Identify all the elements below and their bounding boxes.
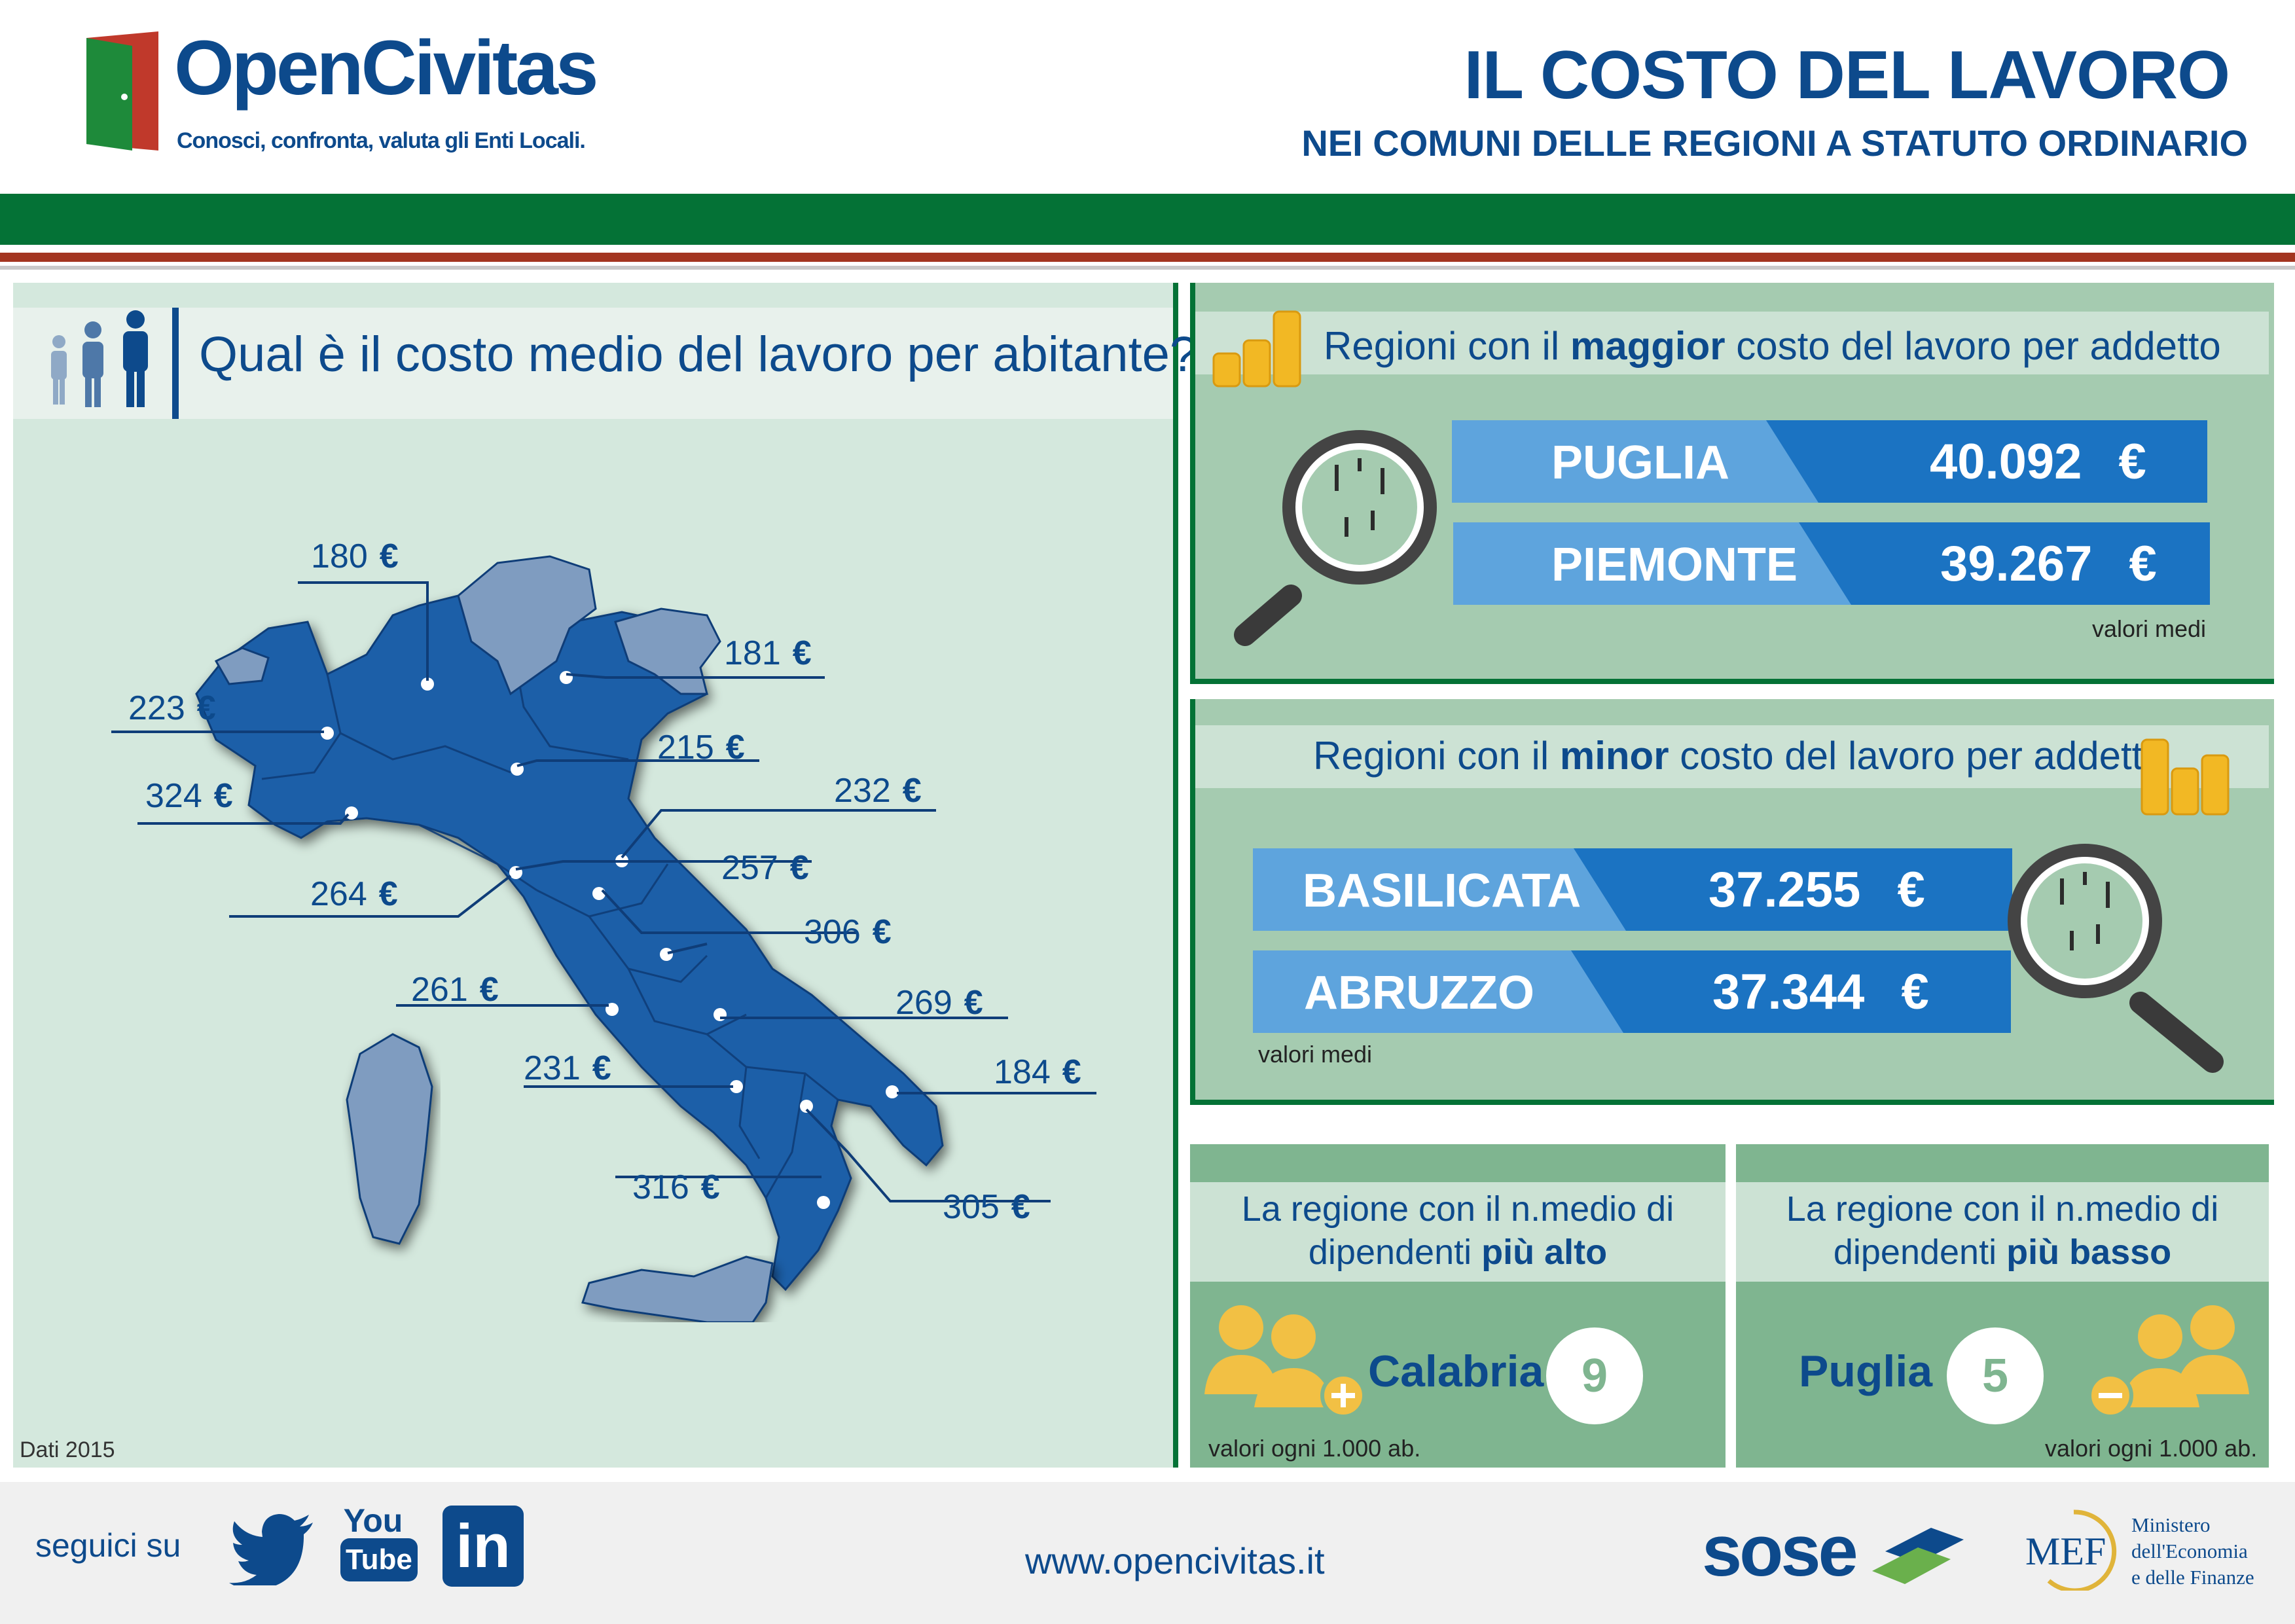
youtube-icon-you: You <box>343 1502 403 1539</box>
website-link[interactable]: www.opencivitas.it <box>1025 1540 1325 1581</box>
twitter-icon[interactable] <box>229 1513 314 1585</box>
coins-icon <box>1212 310 1301 388</box>
sose-mark-icon <box>1872 1528 1964 1584</box>
min-row-region: BASILICATA <box>1303 865 1581 917</box>
dot-puglia <box>886 1085 899 1098</box>
min-note: valori medi <box>1258 1041 1373 1068</box>
map-label-306: 306 € <box>804 913 892 951</box>
header-red-line <box>0 253 2295 262</box>
dot-calabria <box>817 1196 830 1209</box>
question-divider <box>172 308 179 419</box>
map-label-180: 180 € <box>311 537 399 575</box>
min-row-abruzzo: ABRUZZO 37.344 € <box>1253 950 2011 1033</box>
map-label-261: 261 € <box>411 971 499 1009</box>
max-row-puglia: PUGLIA 40.092 € <box>1452 420 2207 503</box>
logo-tagline: Conosci, confronta, valuta gli Enti Loca… <box>177 128 586 153</box>
dot-veneto <box>560 671 573 684</box>
max-row-region: PUGLIA <box>1551 437 1730 489</box>
max-cost-heading: Regioni con il maggior costo del lavoro … <box>1324 324 2221 368</box>
mef-abbr: MEF <box>2025 1530 2106 1573</box>
dot-campania <box>730 1080 743 1093</box>
source-note: Dati 2015 <box>20 1437 115 1462</box>
youtube-icon-tube: Tube <box>340 1538 418 1581</box>
map-label-269: 269 € <box>895 984 983 1022</box>
coins-icon <box>2141 738 2230 816</box>
follow-label: seguici su <box>35 1527 181 1564</box>
dot-piemonte <box>321 727 334 740</box>
mainland-shape <box>195 594 944 1291</box>
employees-high-band <box>1190 1182 1726 1282</box>
map-label-184: 184 € <box>994 1053 1081 1091</box>
max-row-piemonte: PIEMONTE 39.267 € <box>1453 522 2210 605</box>
map-label-223: 223 € <box>128 689 216 727</box>
friuli-shape <box>614 607 721 695</box>
map-label-215: 215 € <box>657 729 745 767</box>
dot-lombardia <box>421 677 434 691</box>
employees-high-note: valori ogni 1.000 ab. <box>1208 1435 1421 1462</box>
employees-high-value: 9 <box>1546 1327 1643 1424</box>
map-label-231: 231 € <box>524 1049 611 1087</box>
people-minus-icon <box>2087 1305 2249 1418</box>
people-icon <box>51 310 148 407</box>
min-row-region: ABRUZZO <box>1304 967 1534 1019</box>
max-row-region: PIEMONTE <box>1551 539 1798 591</box>
employees-high-region: Calabria <box>1368 1346 1544 1396</box>
aosta-shape <box>214 647 270 685</box>
page-subtitle: NEI COMUNI DELLE REGIONI A STATUTO ORDIN… <box>1301 122 2248 164</box>
min-cost-heading-band <box>1195 725 2269 788</box>
max-row-value: 39.267 € <box>1940 536 2157 592</box>
min-row-value: 37.344 € <box>1712 964 1929 1020</box>
map-label-232: 232 € <box>834 772 922 810</box>
map-label-324: 324 € <box>145 777 233 815</box>
map-label-181: 181 € <box>724 634 812 672</box>
max-note: valori medi <box>2092 615 2207 642</box>
min-row-value: 37.255 € <box>1708 862 1925 918</box>
max-cost-heading-band <box>1195 312 2269 374</box>
employees-high-text: La regione con il n.medio di dipendenti … <box>1241 1189 1674 1272</box>
page-title: IL COSTO DEL LAVORO <box>1464 37 2230 113</box>
trentino-shape <box>457 555 597 696</box>
mef-emblem-icon: MEF <box>2025 1509 2117 1591</box>
employees-low-band <box>1736 1182 2269 1282</box>
header-green-band <box>0 194 2295 245</box>
linkedin-icon[interactable]: in <box>443 1506 524 1587</box>
magnifier-icon <box>2008 844 2224 1073</box>
map-label-305: 305 € <box>943 1188 1030 1226</box>
dot-basilicata <box>800 1100 813 1113</box>
min-row-basilicata: BASILICATA 37.255 € <box>1253 848 2012 931</box>
dot-abruzzo <box>660 948 673 961</box>
mef-name: Ministero dell'Economia e delle Finanze <box>2131 1513 2254 1589</box>
employees-low-region: Puglia <box>1799 1346 1933 1396</box>
youtube-icon[interactable]: You Tube <box>340 1502 418 1588</box>
max-row-value: 40.092 € <box>1930 434 2146 490</box>
door-logo-icon <box>86 31 158 151</box>
people-plus-icon <box>1204 1305 1366 1418</box>
min-cost-heading: Regioni con il minor costo del lavoro pe… <box>1313 734 2165 778</box>
sose-logo: sose <box>1702 1511 1858 1591</box>
map-label-257: 257 € <box>721 849 809 887</box>
question-band <box>13 308 1173 419</box>
sicily-shape <box>581 1255 774 1322</box>
map-label-316: 316 € <box>632 1168 720 1206</box>
question-text: Qual è il costo medio del lavoro per abi… <box>199 327 1198 382</box>
map-label-264: 264 € <box>310 875 398 913</box>
employees-low-text: La regione con il n.medio di dipendenti … <box>1786 1189 2219 1272</box>
magnifier-icon <box>1234 430 1437 646</box>
sardinia-shape <box>346 1033 433 1245</box>
header-gray-line <box>0 266 2295 270</box>
employees-low-note: valori ogni 1.000 ab. <box>2045 1435 2258 1462</box>
italy-map <box>111 555 1096 1322</box>
employees-low-value: 5 <box>1947 1327 2044 1424</box>
logo-name: OpenCivitas <box>174 25 599 111</box>
